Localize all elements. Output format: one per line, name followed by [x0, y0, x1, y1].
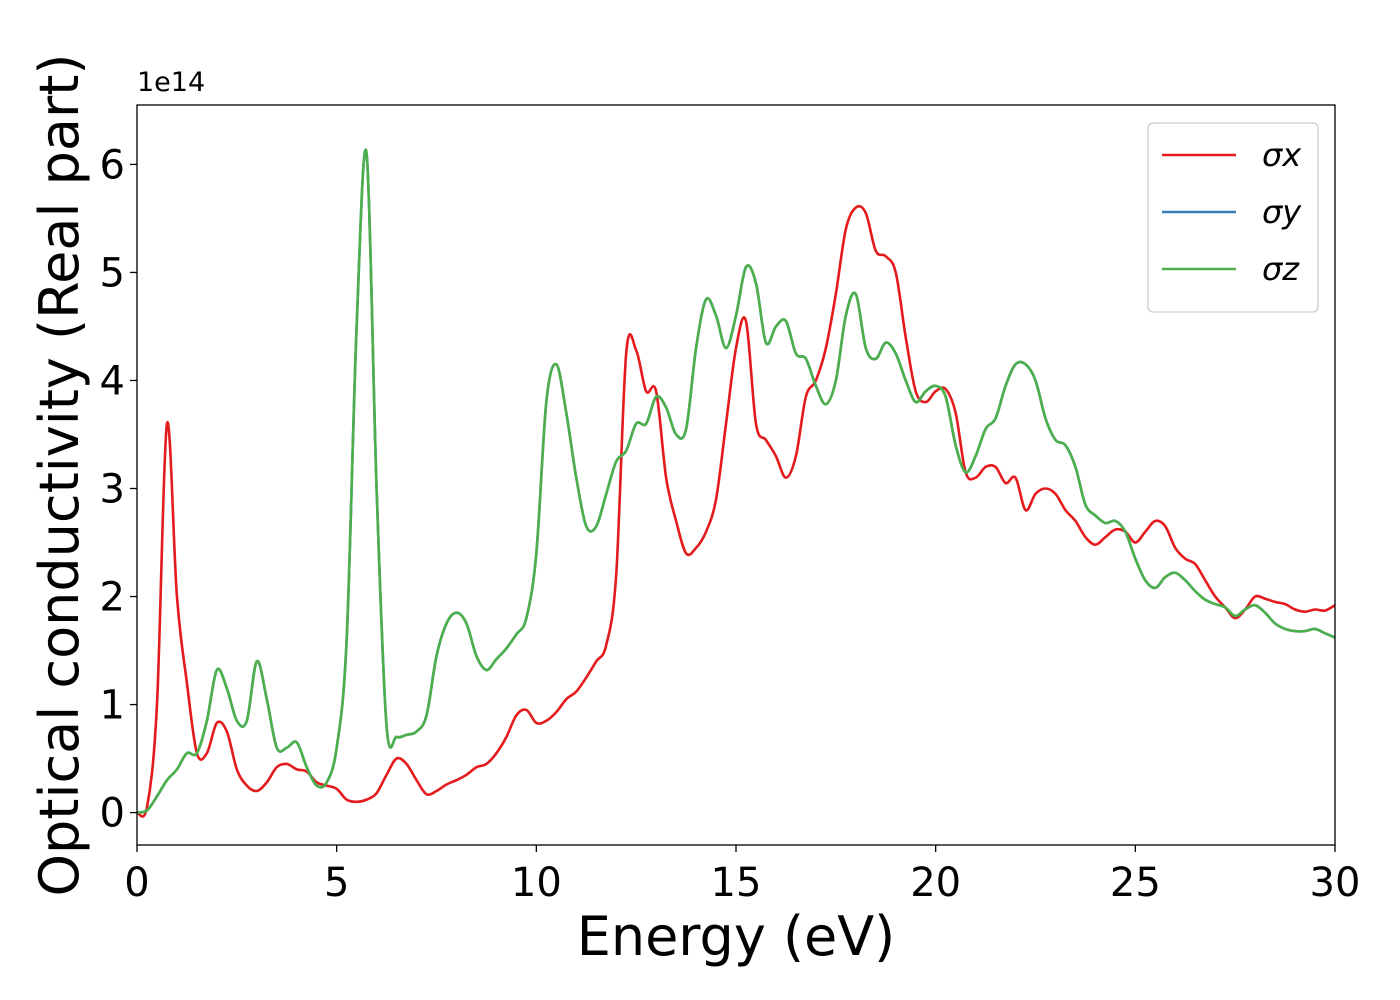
x-axis-label: Energy (eV) [577, 905, 896, 968]
y-axis-label: Optical conductivity (Real part) [28, 54, 91, 897]
legend-label: σx [1262, 136, 1302, 174]
legend-label: σz [1262, 250, 1300, 288]
y-tick-label: 0 [100, 791, 125, 837]
y-tick-label: 2 [100, 575, 125, 621]
x-tick-label: 20 [910, 860, 961, 906]
plot-lines [137, 148, 1335, 818]
y-tick-label: 6 [100, 142, 125, 188]
x-tick-label: 25 [1110, 860, 1161, 906]
x-tick-label: 5 [324, 860, 349, 906]
legend-label: σy [1262, 193, 1302, 231]
x-tick-label: 0 [124, 860, 149, 906]
y-tick-label: 3 [100, 467, 125, 513]
offset-label: 1e14 [137, 67, 205, 98]
series-line [137, 148, 1335, 814]
y-tick-label: 5 [100, 250, 125, 296]
x-tick-label: 10 [511, 860, 562, 906]
legend-box [1147, 122, 1319, 313]
x-tick-label: 15 [711, 860, 762, 906]
series-line [137, 204, 1335, 818]
y-tick-label: 4 [100, 358, 125, 404]
x-tick-label: 30 [1310, 860, 1361, 906]
y-tick-label: 1 [100, 683, 125, 729]
